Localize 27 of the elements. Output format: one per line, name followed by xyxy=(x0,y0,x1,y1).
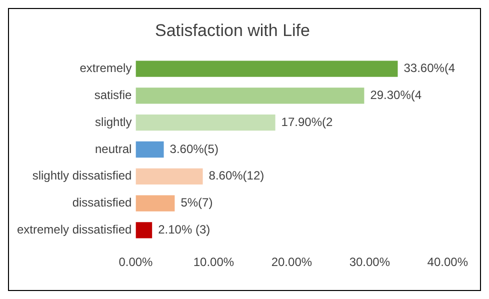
data-label: 8.60%(12) xyxy=(208,168,264,183)
x-tick-label: 40.00% xyxy=(427,255,468,270)
y-tick-label: slightly dissatisfied xyxy=(32,168,132,183)
bar xyxy=(136,222,152,238)
y-tick-label: slightly xyxy=(95,114,132,129)
data-label: 33.60%(4 xyxy=(404,61,456,76)
bar xyxy=(136,88,364,104)
y-tick-label: extremely xyxy=(80,61,132,76)
chart-title: Satisfaction with Life xyxy=(155,20,310,40)
data-label: 29.30%(4 xyxy=(370,88,422,102)
bar xyxy=(136,168,203,184)
bar xyxy=(136,114,276,131)
y-tick-label: neutral xyxy=(95,142,132,156)
y-tick-label: extremely dissatisfied xyxy=(16,222,132,236)
x-tick-label: 20.00% xyxy=(271,255,312,270)
data-label: 5%(7) xyxy=(180,196,213,210)
x-tick-label: 0.00% xyxy=(118,255,154,270)
x-tick-label: 30.00% xyxy=(349,255,390,270)
x-tick-label: 10.00% xyxy=(193,255,234,270)
bar xyxy=(136,141,164,158)
data-label: 3.60%(5) xyxy=(170,142,218,156)
y-tick-label: satisfie xyxy=(94,88,132,102)
y-tick-label: dissatisfied xyxy=(72,196,132,210)
data-label: 2.10% (3) xyxy=(158,222,210,236)
bar xyxy=(136,60,398,77)
bar xyxy=(136,195,175,212)
data-label: 17.90%(2 xyxy=(281,114,333,129)
